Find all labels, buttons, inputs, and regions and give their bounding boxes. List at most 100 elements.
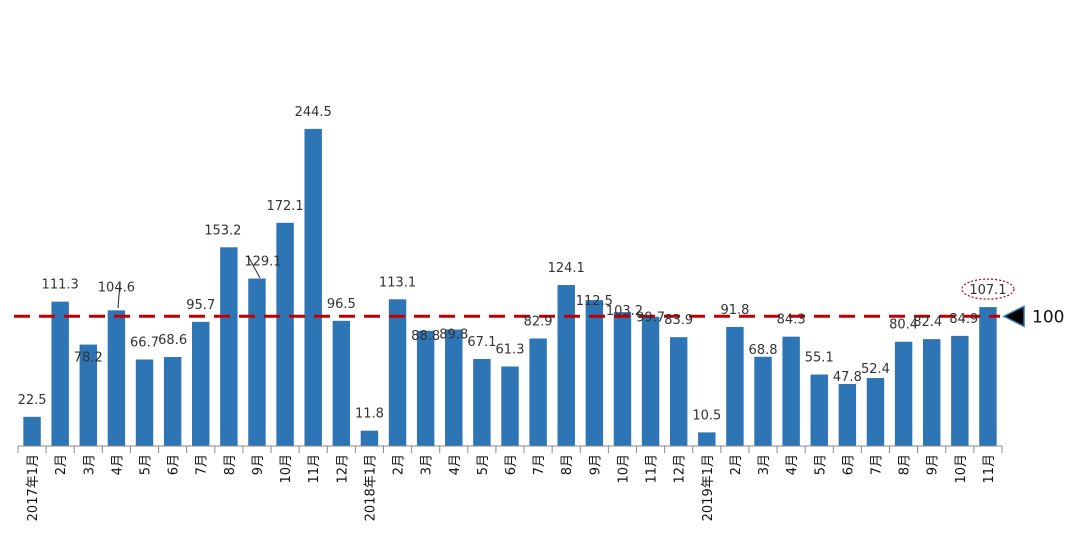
value-label-1: 111.3	[42, 278, 79, 293]
value-label-25: 91.8	[720, 303, 749, 318]
value-label-27: 84.3	[777, 313, 806, 328]
value-label-12: 11.8	[355, 407, 384, 422]
bar-27	[782, 336, 800, 446]
value-label-7: 153.2	[204, 223, 241, 238]
bar-8	[248, 278, 266, 446]
value-label-33: 84.9	[949, 312, 978, 327]
bar-18	[529, 338, 547, 446]
x-tick-label-3: 4月	[110, 454, 125, 475]
value-label-22: 99.7	[636, 311, 665, 326]
bar-0	[23, 416, 41, 446]
reference-line-label: 100	[1032, 307, 1064, 327]
value-label-26: 68.8	[749, 343, 778, 358]
x-tick-label-18: 7月	[532, 454, 547, 475]
bar-1	[51, 301, 69, 446]
bar-5	[163, 357, 182, 446]
value-label-30: 52.4	[861, 362, 890, 377]
highlight-ring	[961, 278, 1015, 300]
x-tick-label-9: 10月	[279, 454, 294, 484]
bar-9	[276, 222, 294, 446]
bar-15	[445, 329, 463, 446]
value-label-14: 88.8	[411, 329, 440, 344]
value-label-2: 78.2	[74, 351, 103, 366]
x-tick-label-7: 8月	[223, 454, 238, 475]
bar-28	[810, 374, 828, 446]
value-label-5: 68.6	[158, 333, 187, 348]
x-tick-label-25: 2月	[729, 454, 744, 475]
bar-6	[192, 321, 210, 446]
x-tick-label-8: 9月	[251, 454, 266, 475]
x-tick-label-14: 3月	[420, 454, 435, 475]
x-tick-label-24: 2019年1月	[701, 454, 716, 521]
reference-layer: 100	[14, 305, 1064, 328]
x-tick-label-17: 6月	[504, 454, 519, 475]
value-label-18: 82.9	[524, 314, 553, 329]
value-label-23: 83.9	[664, 313, 693, 328]
bar-25	[726, 326, 744, 446]
bar-14	[416, 330, 435, 446]
value-label-19: 124.1	[548, 261, 585, 276]
x-tick-label-1: 2月	[54, 454, 69, 475]
x-tick-label-22: 11月	[645, 454, 660, 484]
bar-10	[304, 128, 322, 447]
x-tick-label-20: 9月	[588, 454, 603, 475]
reference-marker-icon	[1002, 305, 1025, 328]
x-tick-label-19: 8月	[560, 454, 575, 475]
value-label-10: 244.5	[295, 105, 332, 120]
bar-16	[473, 358, 491, 446]
value-labels-layer: 22.5 111.3 78.2 104.6 66.7 68.6 95.7 153.2 129.1…	[18, 105, 1015, 423]
bar-4	[135, 359, 154, 446]
x-tick-label-32: 9月	[926, 454, 941, 475]
bar-26	[754, 356, 772, 446]
x-tick-label-30: 7月	[869, 454, 884, 475]
value-label-28: 55.1	[805, 351, 834, 366]
bar-13	[388, 299, 407, 446]
bar-31	[894, 341, 913, 446]
bar-33	[951, 335, 969, 446]
value-label-34: 107.1	[969, 283, 1006, 298]
bar-22	[641, 316, 660, 446]
bar-19	[557, 285, 575, 446]
value-label-11: 96.5	[327, 297, 356, 312]
x-tick-label-21: 10月	[616, 454, 631, 484]
bar-23	[669, 337, 688, 446]
x-tick-label-26: 3月	[757, 454, 772, 475]
bar-29	[838, 384, 857, 446]
bar-2	[79, 344, 98, 446]
x-axis: 2017年1月 2月 3月 4月 5月 6月 7月 8月 9月 10月 11月 12月 2018年1月 2…	[17, 445, 1003, 521]
x-tick-label-2: 3月	[82, 454, 97, 475]
x-tick-label-28: 5月	[813, 454, 828, 475]
value-label-29: 47.8	[833, 370, 862, 385]
x-tick-label-13: 2月	[392, 454, 407, 475]
x-tick-label-31: 8月	[898, 454, 913, 475]
x-tick-label-0: 2017年1月	[26, 454, 41, 521]
x-tick-label-10: 11月	[307, 454, 322, 484]
value-label-8: 129.1	[244, 255, 281, 270]
value-label-20: 112.5	[576, 294, 613, 309]
bar-34	[979, 307, 997, 446]
bar-11	[332, 320, 351, 446]
value-label-31: 80.4	[889, 318, 918, 333]
bar-3	[107, 310, 126, 446]
bar-32	[922, 339, 941, 446]
bar-24	[698, 432, 716, 446]
value-label-9: 172.1	[266, 199, 303, 214]
leader-line-0	[117, 282, 121, 309]
bar-30	[866, 378, 885, 446]
x-tick-label-23: 12月	[673, 454, 688, 484]
value-label-32: 82.4	[913, 315, 942, 330]
x-tick-label-29: 6月	[841, 454, 856, 475]
value-label-16: 67.1	[467, 335, 496, 350]
x-tick-label-5: 6月	[167, 454, 182, 475]
value-label-4: 66.7	[130, 335, 159, 350]
bar-12	[360, 430, 379, 446]
x-tick-label-15: 4月	[448, 454, 463, 475]
value-label-13: 113.1	[379, 275, 416, 290]
x-tick-label-11: 12月	[335, 454, 350, 484]
x-tick-label-16: 5月	[476, 454, 491, 475]
x-tick-label-12: 2018年1月	[363, 454, 378, 521]
x-tick-label-34: 11月	[982, 454, 997, 484]
x-tick-label-27: 4月	[785, 454, 800, 475]
leader-line-1	[247, 255, 261, 279]
